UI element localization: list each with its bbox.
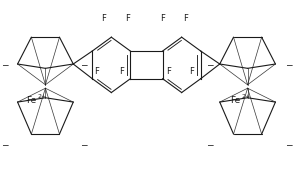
Text: −: − bbox=[1, 60, 8, 69]
Text: −: − bbox=[285, 140, 292, 149]
Text: 2+: 2+ bbox=[241, 94, 251, 98]
Text: −: − bbox=[285, 60, 292, 69]
Text: −: − bbox=[80, 60, 87, 69]
Text: F: F bbox=[184, 14, 188, 23]
Text: F: F bbox=[190, 67, 194, 76]
Text: −: − bbox=[80, 140, 87, 149]
Text: F: F bbox=[166, 67, 171, 76]
Text: Fe: Fe bbox=[26, 96, 37, 105]
Text: F: F bbox=[160, 14, 165, 23]
Text: −: − bbox=[1, 140, 8, 149]
Text: −: − bbox=[206, 60, 213, 69]
Text: Fe: Fe bbox=[230, 96, 240, 105]
Text: F: F bbox=[125, 14, 130, 23]
Text: F: F bbox=[94, 67, 99, 76]
Text: F: F bbox=[102, 14, 106, 23]
Text: −: − bbox=[206, 140, 213, 149]
Text: F: F bbox=[119, 67, 124, 76]
Text: 2+: 2+ bbox=[38, 94, 47, 98]
